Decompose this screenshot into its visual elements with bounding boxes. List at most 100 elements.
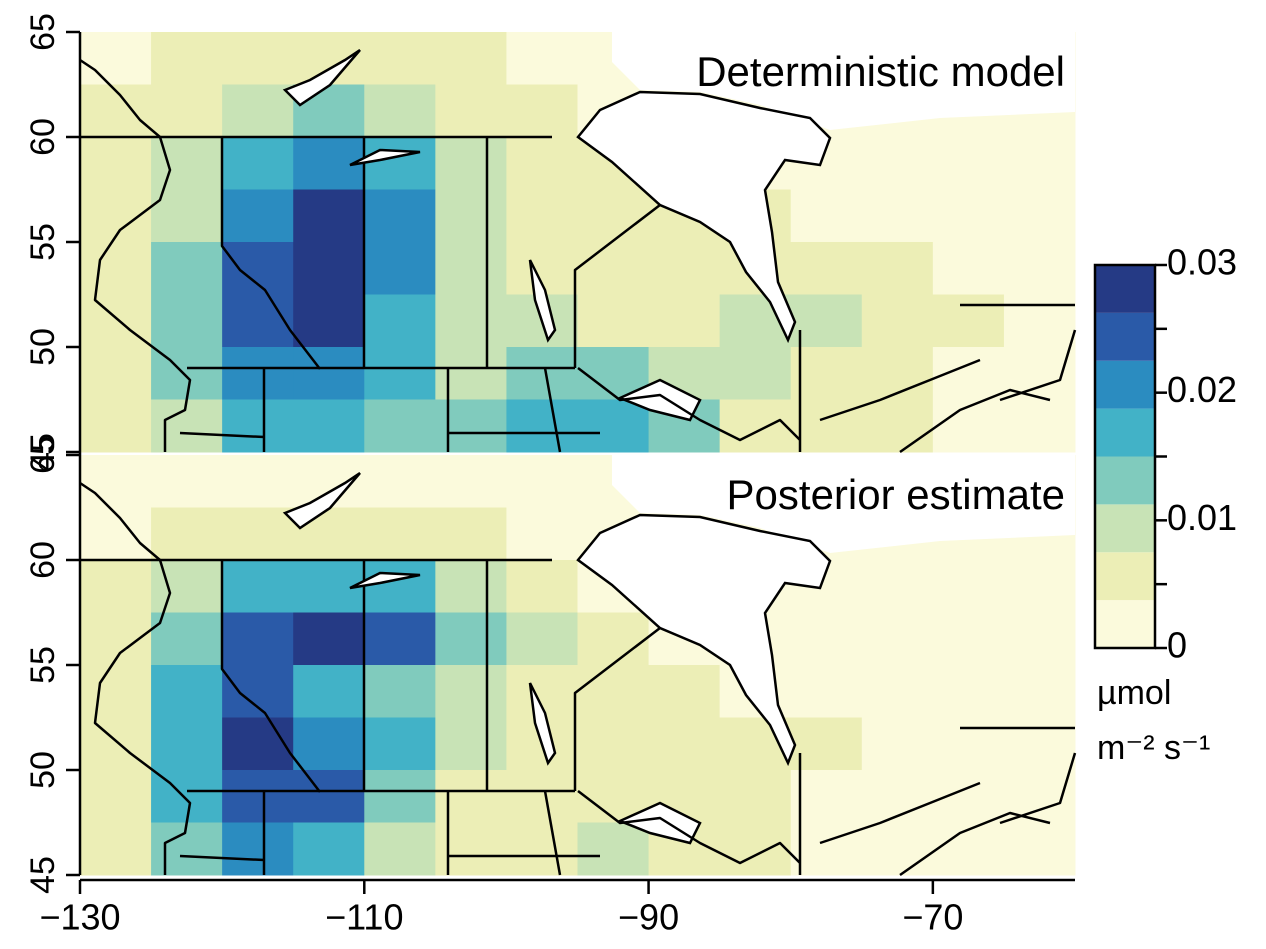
grid-cell [932, 822, 1005, 876]
grid-cell [151, 189, 223, 243]
grid-cell [222, 822, 294, 876]
grid-cell [80, 137, 152, 190]
grid-cell [435, 137, 507, 190]
grid-cell [861, 399, 934, 453]
grid-cell [861, 665, 934, 718]
grid-cell [151, 665, 223, 718]
grid-cell [80, 84, 152, 138]
grid-cell [364, 612, 436, 666]
grid-cell [364, 32, 436, 85]
grid-cell [151, 84, 223, 138]
grid-cell [506, 137, 578, 190]
grid-cell [506, 560, 578, 613]
grid-cell [293, 189, 365, 243]
grid-cell [435, 717, 507, 771]
grid-cell [222, 399, 294, 453]
grid-cell [719, 399, 792, 453]
grid-cell [790, 822, 863, 876]
grid-cell [293, 717, 365, 771]
grid-cell [932, 294, 1005, 348]
grid-cell [790, 770, 863, 823]
grid-cell [861, 242, 934, 295]
y-tick-label: 55 [24, 646, 62, 684]
grid-cell [861, 612, 934, 666]
grid-cell [932, 399, 1005, 453]
grid-cell [151, 455, 223, 508]
colorbar-tick-label: 0 [1167, 625, 1187, 666]
grid-cell [151, 612, 223, 666]
y-tick-label: 55 [24, 223, 62, 261]
map-panel: Posterior estimate [78, 453, 1077, 877]
grid-cell [293, 822, 365, 876]
y-tick-label: 65 [24, 436, 62, 474]
grid-cell [151, 507, 223, 561]
grid-cell [222, 717, 294, 771]
grid-cell [364, 665, 436, 718]
grid-cell [364, 137, 436, 190]
grid-cell [932, 612, 1005, 666]
grid-cell [861, 560, 934, 613]
grid-cell [293, 294, 365, 348]
grid-cell [1003, 399, 1076, 453]
grid-cell [1003, 665, 1076, 718]
grid-cell [861, 822, 934, 876]
grid-cell [435, 560, 507, 613]
grid-cell [506, 32, 578, 85]
grid-cell [435, 84, 507, 138]
grid-cell [648, 294, 721, 348]
colorbar-swatch [1095, 360, 1155, 409]
grid-cell [364, 189, 436, 243]
grid-cell [932, 137, 1005, 190]
grid-cell [932, 189, 1005, 243]
grid-cell [80, 399, 152, 453]
grid-cell [293, 347, 365, 400]
grid-cell [222, 612, 294, 666]
grid-cell [293, 242, 365, 295]
grid-cell [790, 399, 863, 453]
grid-cell [364, 242, 436, 295]
grid-cell [222, 294, 294, 348]
grid-cell [80, 560, 152, 613]
grid-cell [577, 242, 650, 295]
grid-cell [80, 770, 152, 823]
grid-cell [80, 455, 152, 508]
x-tick-label: −70 [902, 897, 963, 938]
grid-cell [932, 242, 1005, 295]
grid-cell [364, 84, 436, 138]
grid-cell [80, 507, 152, 561]
grid-cell [364, 455, 436, 508]
panel-title: Posterior estimate [727, 471, 1065, 518]
grid-cell [80, 347, 152, 400]
grid-cell [577, 399, 650, 453]
grid-cell [932, 717, 1005, 771]
grid-cell [293, 665, 365, 718]
grid-cell [790, 294, 863, 348]
colorbar-tick-label: 0.01 [1167, 497, 1237, 538]
grid-cell [435, 455, 507, 508]
grid-cell [719, 770, 792, 823]
colorbar-unit: m⁻² s⁻¹ [1097, 729, 1210, 767]
y-tick-label: 60 [24, 541, 62, 579]
grid-cell [577, 294, 650, 348]
y-tick-label: 65 [24, 13, 62, 51]
grid-cell [790, 189, 863, 243]
grid-cell [1003, 612, 1076, 666]
grid-cell [80, 665, 152, 718]
grid-cell [222, 560, 294, 613]
grid-cell [364, 717, 436, 771]
grid-cell [293, 612, 365, 666]
grid-cell [222, 242, 294, 295]
grid-cell [364, 294, 436, 348]
map-panel: Deterministic model [78, 30, 1077, 454]
grid-cell [861, 717, 934, 771]
grid-cell [506, 612, 578, 666]
grid-cell [506, 347, 578, 400]
grid-cell [648, 242, 721, 295]
grid-cell [435, 665, 507, 718]
grid-cell [435, 612, 507, 666]
y-tick-label: 50 [24, 328, 62, 366]
grid-cell [222, 665, 294, 718]
grid-cell [435, 347, 507, 400]
grid-cell [435, 189, 507, 243]
